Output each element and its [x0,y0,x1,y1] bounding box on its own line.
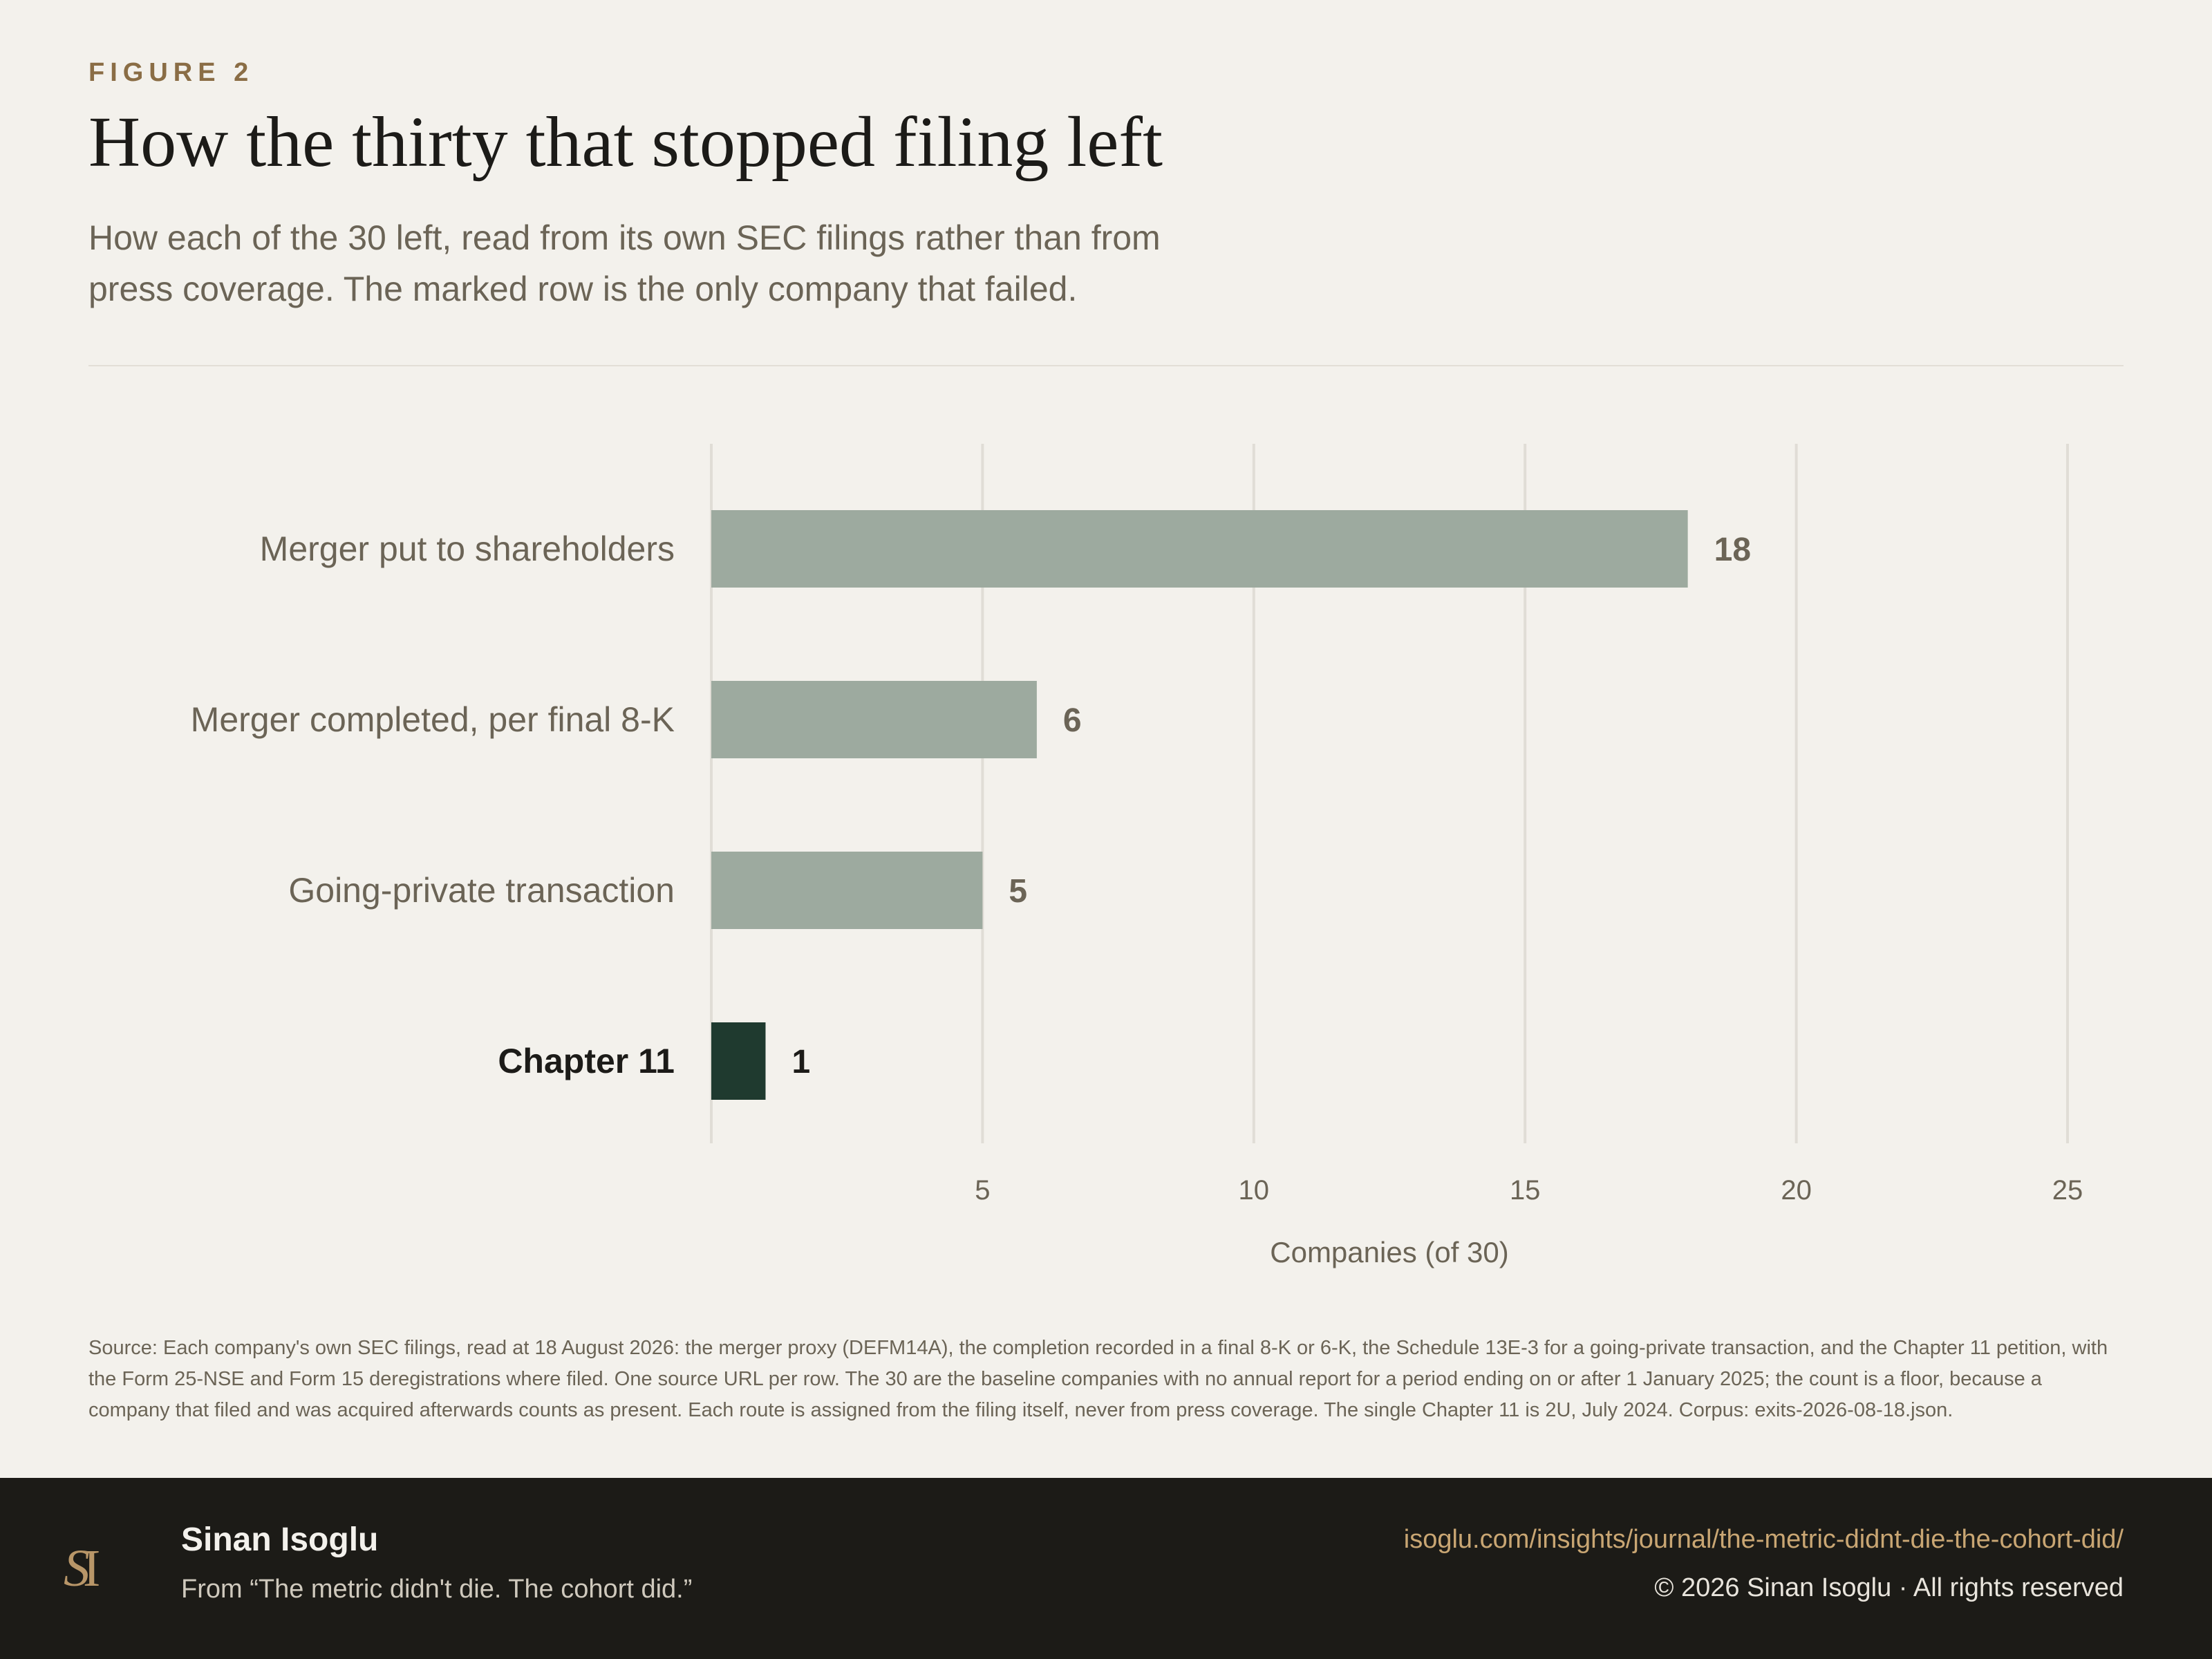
author-name: Sinan Isoglu [181,1521,379,1558]
bar [711,681,1037,758]
copyright: © 2026 Sinan Isoglu · All rights reserve… [1654,1573,2124,1602]
data-label: 5 [1009,873,1027,910]
data-label: 6 [1063,702,1082,739]
data-label: 1 [791,1044,810,1080]
bar [711,852,983,929]
header-divider [88,365,2124,366]
page-title: How the thirty that stopped filing left [88,102,1163,182]
article-reference: From “The metric didn't die. The cohort … [181,1575,693,1604]
category-label: Merger completed, per final 8-K [191,700,675,739]
x-tick-label: 20 [1781,1175,1812,1206]
bar [711,510,1688,588]
chart-subtitle: How each of the 30 left, read from its o… [88,218,1161,309]
logo-monogram: SI [64,1539,101,1597]
x-tick-label: 10 [1239,1175,1270,1206]
header: FIGURE 2 How the thirty that stopped fil… [88,58,2124,315]
x-tick-label: 5 [975,1175,990,1206]
article-link[interactable]: isoglu.com/insights/journal/the-metric-d… [1403,1525,2124,1554]
x-tick-label: 25 [2052,1175,2083,1206]
source-note: Source: Each company's own SEC filings, … [88,1337,2108,1421]
footer: SI Sinan Isoglu From “The metric didn't … [0,1478,2212,1659]
figure-label: FIGURE 2 [88,58,254,87]
category-label: Going-private transaction [288,871,675,910]
x-axis-title: Companies (of 30) [1270,1236,1509,1268]
x-tick-label: 15 [1510,1175,1541,1206]
category-label: Chapter 11 [498,1042,675,1080]
data-label: 18 [1714,532,1751,568]
category-label: Merger put to shareholders [260,529,675,568]
bar-highlight [711,1022,766,1100]
